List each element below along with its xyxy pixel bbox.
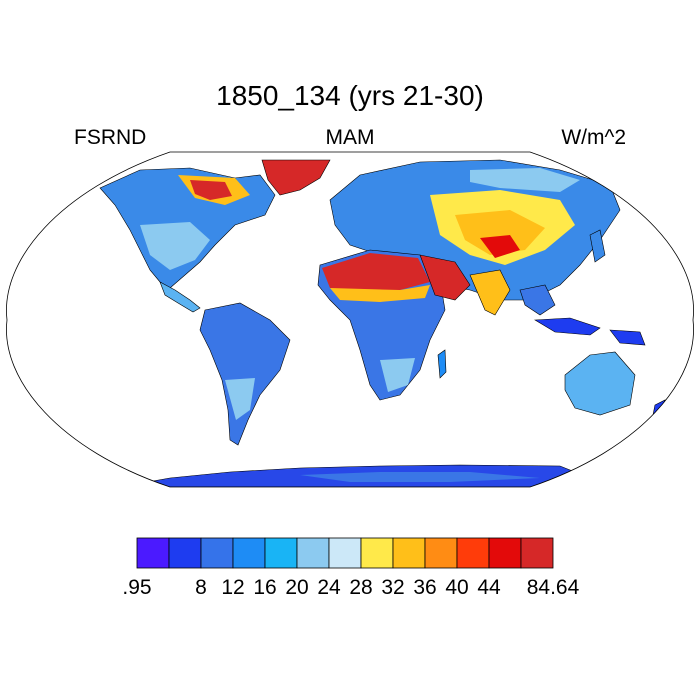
colorbar-tick-label: .95 [122,576,152,599]
colorbar-cell [488,537,522,569]
colorbar-tick-label: 84.64 [526,576,580,599]
south-america [199,302,291,446]
colorbar-cell [360,537,394,569]
sahara [322,253,430,292]
colorbar-tick-label: 8 [195,576,207,599]
eurasia-light [470,168,580,192]
canada-red [190,180,232,200]
new-guinea [609,329,646,346]
colorbar-cell [296,537,330,569]
colorbar-tick-label: 40 [445,576,469,599]
colorbar-tick-label: 36 [413,576,437,599]
southeast-asia [519,284,556,316]
colorbar-cell [424,537,458,569]
colorbar-tick-label: 20 [285,576,309,599]
colorbar-tick-label: 32 [381,576,405,599]
colorbar-cell [520,537,554,569]
colorbar-cell [136,537,170,569]
eurasia-orange [455,210,545,255]
colorbar-cell [168,537,202,569]
colorbar-tick-label: 24 [317,576,341,599]
india [469,269,511,316]
map-title: 1850_134 (yrs 21-30) [216,80,484,111]
indonesia [534,317,601,336]
south-america-light [225,378,255,420]
colorbar-cell [200,537,234,569]
map-border [6,151,694,488]
southern-africa-light [380,358,415,392]
australia [564,351,636,416]
arabia [419,254,471,301]
central-america [159,281,201,313]
variable-label: FSRND [74,126,147,149]
colorbar-cell [392,537,426,569]
japan [589,229,606,263]
antarctica-light [300,472,540,482]
season-label: MAM [325,126,375,149]
greenland [261,159,331,196]
colorbar-cell [456,537,490,569]
colorbar-tick-label: 28 [349,576,373,599]
colorbar-tick-label: 44 [477,576,501,599]
north-america-light [140,222,210,270]
sahara-edge [330,285,430,302]
units-label: W/m^2 [561,126,626,149]
colorbar-cell [232,537,266,569]
colorbar-cell [264,537,298,569]
colorbar-tick-label: 16 [253,576,277,599]
colorbar-cells [136,537,554,569]
colorbar-cell [328,537,362,569]
tibet-red [480,235,520,258]
madagascar [437,349,447,379]
colorbar-tick-label: 12 [221,576,245,599]
